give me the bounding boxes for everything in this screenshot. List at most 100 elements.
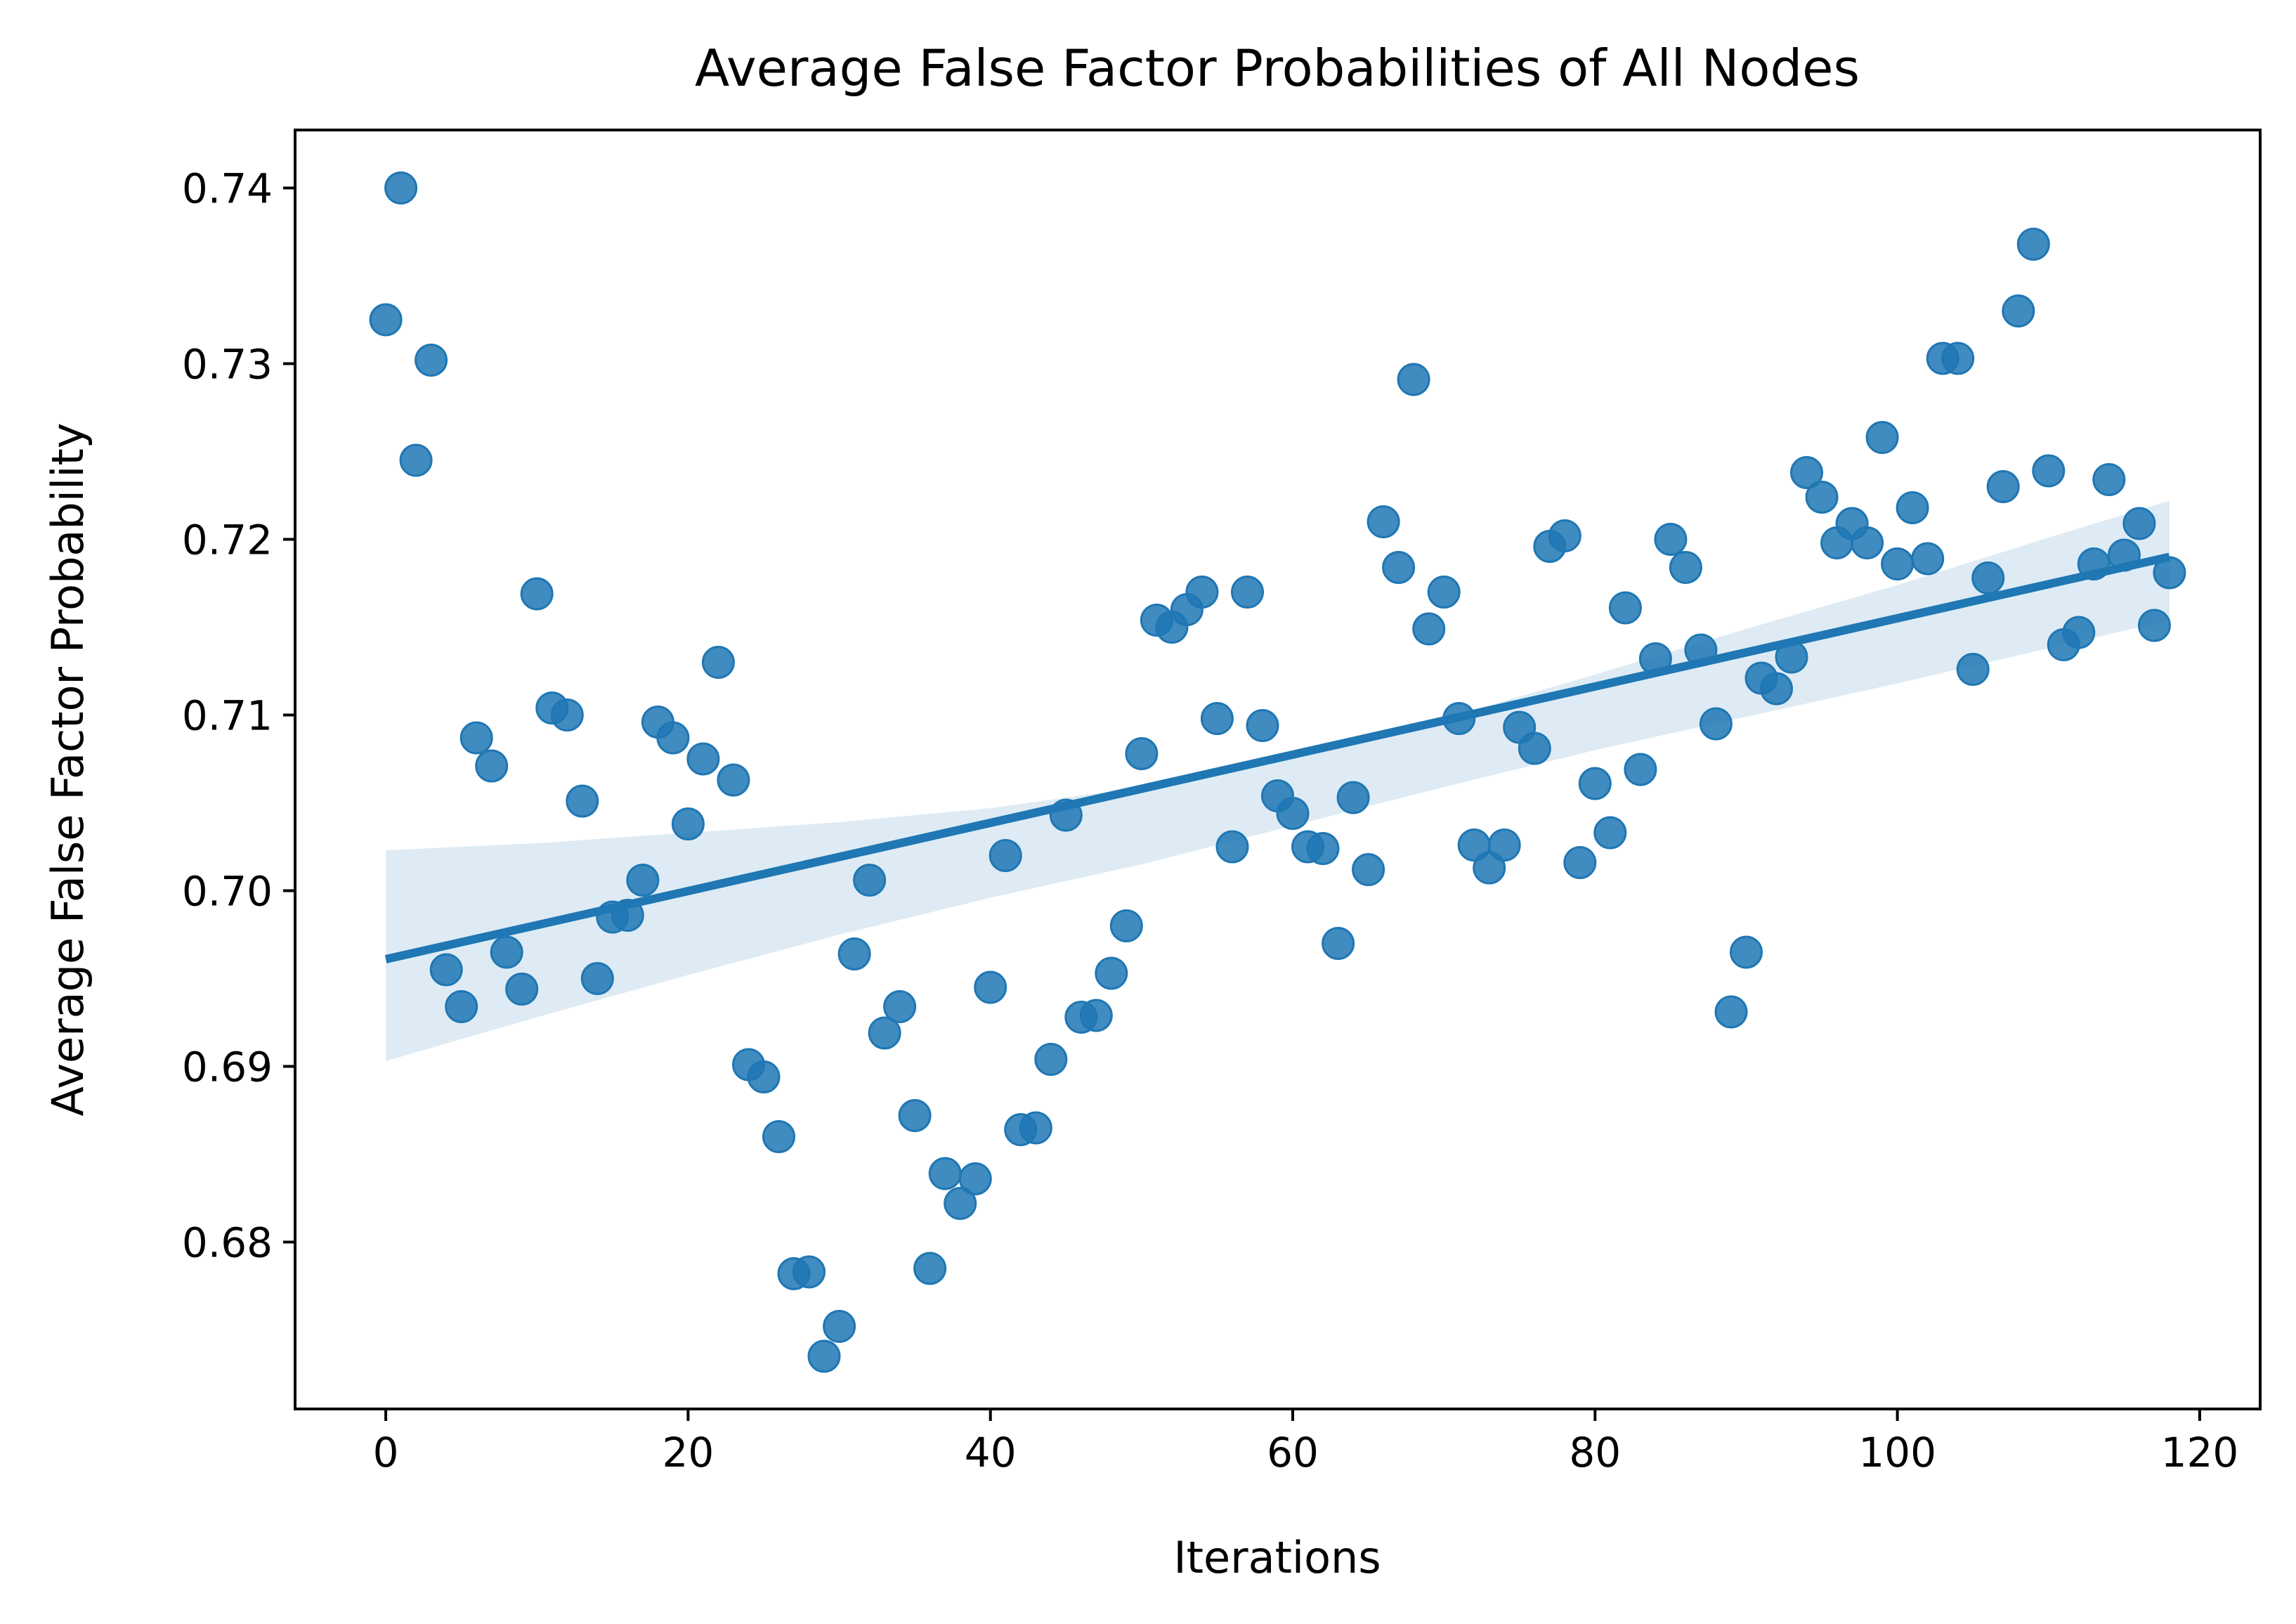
data-point <box>928 1157 962 1190</box>
data-point <box>520 577 554 611</box>
data-point <box>1563 846 1597 879</box>
data-point <box>1865 421 1899 454</box>
data-point <box>1956 653 1990 686</box>
y-tick-label: 0.74 <box>182 165 273 213</box>
data-point <box>1215 830 1249 864</box>
data-point <box>807 1339 841 1373</box>
data-point <box>913 1252 947 1285</box>
x-tick-label: 120 <box>2161 1429 2239 1476</box>
data-point <box>686 742 720 776</box>
data-point <box>580 962 614 995</box>
x-tick-label: 60 <box>1267 1429 1319 1476</box>
data-point <box>1608 591 1642 625</box>
data-point <box>415 344 448 377</box>
data-point <box>459 721 493 755</box>
data-point <box>2016 228 2050 261</box>
data-point <box>823 1310 856 1343</box>
data-point <box>384 171 418 204</box>
y-tick-label: 0.72 <box>182 517 273 564</box>
data-point <box>2137 609 2171 642</box>
y-tick-label: 0.70 <box>182 868 273 916</box>
data-point <box>747 1060 781 1093</box>
data-point <box>1790 456 1823 489</box>
data-point <box>1382 551 1416 584</box>
data-point <box>1109 909 1143 942</box>
data-point <box>1699 707 1733 741</box>
data-point <box>2062 616 2096 649</box>
data-point <box>2002 294 2035 327</box>
data-point <box>550 699 584 732</box>
data-point <box>475 749 509 783</box>
data-point <box>2032 454 2066 488</box>
x-tick-label: 100 <box>1858 1429 1936 1476</box>
data-point <box>1548 519 1581 552</box>
data-point <box>958 1162 992 1195</box>
data-point <box>1306 832 1340 865</box>
data-point <box>944 1187 977 1220</box>
x-tick-label: 0 <box>373 1429 399 1476</box>
plot-area-frame <box>294 129 2262 1410</box>
data-point <box>566 784 599 818</box>
data-point <box>626 864 660 897</box>
y-axis-label: Average False Factor Probability <box>42 423 93 1117</box>
data-point <box>1881 547 1915 580</box>
data-point <box>1125 737 1159 770</box>
data-point <box>1336 781 1370 814</box>
data-point <box>1669 551 1702 584</box>
data-point <box>974 970 1007 1004</box>
data-point <box>369 303 403 337</box>
data-point <box>1593 816 1627 850</box>
y-tick-label: 0.73 <box>182 341 273 389</box>
data-point <box>1412 612 1446 646</box>
y-tick-label: 0.71 <box>182 692 273 740</box>
data-point <box>1352 853 1385 886</box>
data-point <box>2122 507 2156 540</box>
data-point <box>1518 732 1551 765</box>
data-point <box>1805 481 1839 514</box>
data-point <box>1941 342 1975 375</box>
data-point <box>1185 576 1219 609</box>
data-point <box>868 1016 901 1050</box>
data-point <box>1246 709 1279 742</box>
data-point <box>883 990 917 1023</box>
data-point <box>490 935 523 969</box>
data-point <box>1911 542 1945 576</box>
data-point <box>1760 672 1793 706</box>
data-point <box>1473 851 1506 885</box>
x-axis-ticks: 0 20 40 60 80 100 120 <box>373 1409 2239 1476</box>
x-tick-label: 40 <box>965 1429 1017 1476</box>
data-point <box>898 1099 932 1132</box>
data-point <box>445 990 478 1023</box>
data-point <box>762 1120 795 1153</box>
data-point <box>2092 463 2126 496</box>
x-tick-label: 80 <box>1569 1429 1621 1476</box>
data-point <box>1397 363 1430 396</box>
data-point <box>671 807 705 840</box>
data-point <box>837 937 871 970</box>
data-point <box>429 953 463 987</box>
regression-line-layer <box>384 552 2171 963</box>
data-point <box>1276 797 1310 830</box>
y-axis-ticks: 0.68 0.69 0.70 0.71 0.72 0.73 0.74 <box>182 165 295 1267</box>
data-point <box>1200 702 1234 735</box>
data-point <box>505 973 539 1006</box>
data-point <box>1322 927 1355 960</box>
data-point <box>1986 470 2020 503</box>
data-point <box>717 763 750 797</box>
regression-line <box>384 552 2171 963</box>
data-point <box>989 839 1022 872</box>
data-point <box>1366 505 1400 538</box>
data-point <box>1851 526 1884 559</box>
data-point <box>1971 561 2005 595</box>
data-point <box>701 646 735 679</box>
data-point <box>399 443 433 477</box>
data-point <box>1578 767 1612 800</box>
data-point <box>853 864 887 897</box>
y-tick-label: 0.69 <box>182 1044 273 1091</box>
data-points-layer <box>369 171 2186 1373</box>
x-tick-label: 20 <box>662 1429 714 1476</box>
data-point <box>1654 523 1688 556</box>
